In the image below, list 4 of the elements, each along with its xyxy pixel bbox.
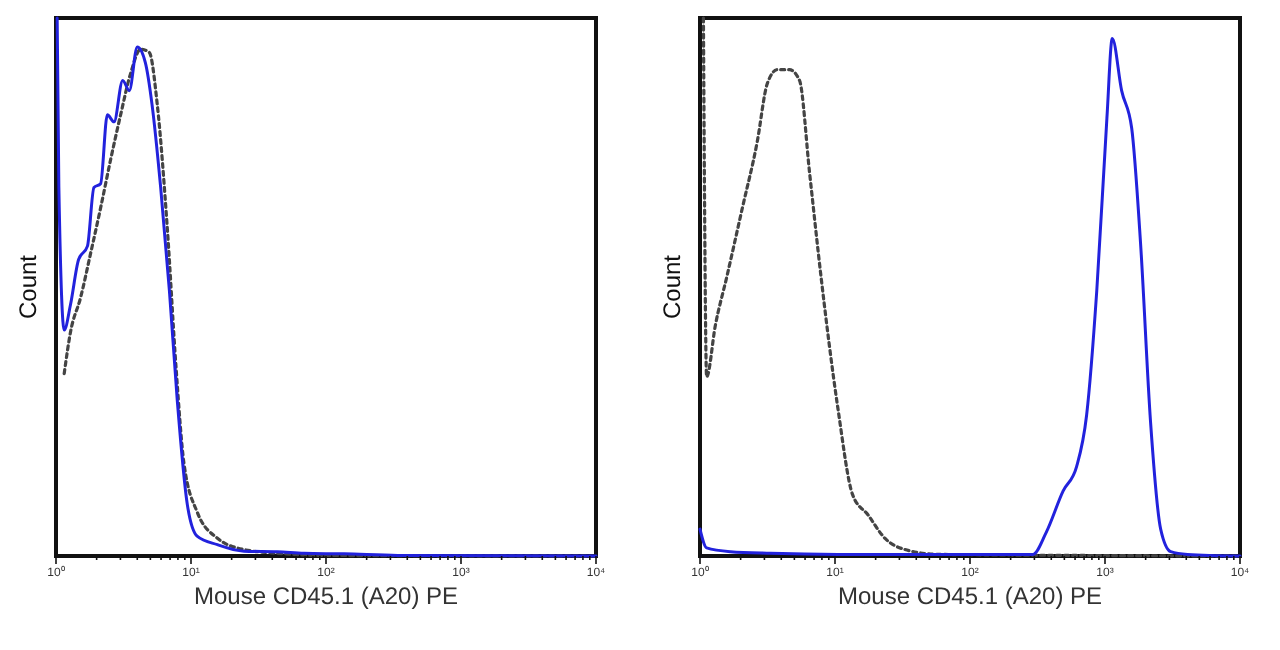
x-axis-title: Mouse CD45.1 (A20) PE [193, 582, 459, 610]
y-axis-title: Count [658, 253, 686, 320]
x-axis-title: Mouse CD45.1 (A20) PE [837, 582, 1103, 610]
y-axis-title: Count [14, 253, 42, 320]
